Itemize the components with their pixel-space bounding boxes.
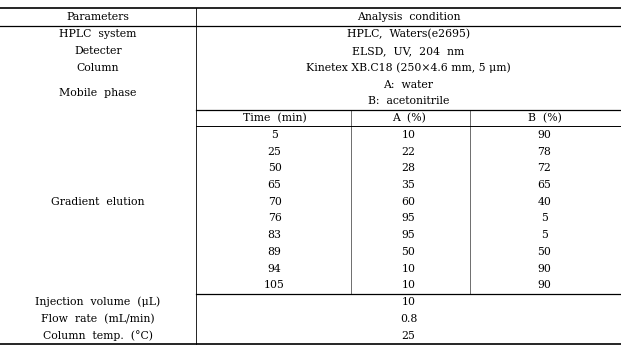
Text: 10: 10 <box>402 264 415 274</box>
Text: 70: 70 <box>268 197 281 207</box>
Text: 10: 10 <box>402 130 415 140</box>
Text: HPLC,  Waters(e2695): HPLC, Waters(e2695) <box>347 29 470 40</box>
Text: 94: 94 <box>268 264 281 274</box>
Text: 65: 65 <box>538 180 551 190</box>
Text: 40: 40 <box>538 197 551 207</box>
Text: 90: 90 <box>538 130 551 140</box>
Text: B:  acetonitrile: B: acetonitrile <box>368 96 449 106</box>
Text: Mobile  phase: Mobile phase <box>60 88 137 98</box>
Text: HPLC  system: HPLC system <box>60 29 137 39</box>
Text: ELSD,  UV,  204  nm: ELSD, UV, 204 nm <box>352 46 465 56</box>
Text: 95: 95 <box>402 230 415 240</box>
Text: Injection  volume  (μL): Injection volume (μL) <box>35 297 161 307</box>
Text: 5: 5 <box>271 130 278 140</box>
Text: Column  temp.  (°C): Column temp. (°C) <box>43 330 153 341</box>
Text: 5: 5 <box>541 230 548 240</box>
Text: 83: 83 <box>268 230 282 240</box>
Text: Kinetex XB.C18 (250×4.6 mm, 5 μm): Kinetex XB.C18 (250×4.6 mm, 5 μm) <box>306 62 511 73</box>
Text: 10: 10 <box>402 297 415 307</box>
Text: B  (%): B (%) <box>528 113 561 123</box>
Text: 28: 28 <box>402 163 415 173</box>
Text: 50: 50 <box>538 247 551 257</box>
Text: 89: 89 <box>268 247 281 257</box>
Text: Parameters: Parameters <box>66 12 129 22</box>
Text: 90: 90 <box>538 280 551 290</box>
Text: 65: 65 <box>268 180 281 190</box>
Text: 72: 72 <box>538 163 551 173</box>
Text: A  (%): A (%) <box>392 113 425 123</box>
Text: 76: 76 <box>268 213 281 224</box>
Text: Flow  rate  (mL/min): Flow rate (mL/min) <box>41 314 155 324</box>
Text: Gradient  elution: Gradient elution <box>52 197 145 207</box>
Text: Column: Column <box>77 63 119 73</box>
Text: 78: 78 <box>538 146 551 157</box>
Text: 35: 35 <box>402 180 415 190</box>
Text: 5: 5 <box>541 213 548 224</box>
Text: 10: 10 <box>402 280 415 290</box>
Text: Analysis  condition: Analysis condition <box>356 12 460 22</box>
Text: 25: 25 <box>402 331 415 340</box>
Text: Detecter: Detecter <box>74 46 122 56</box>
Text: 60: 60 <box>402 197 415 207</box>
Text: 22: 22 <box>402 146 415 157</box>
Text: Time  (min): Time (min) <box>243 113 307 123</box>
Text: 0.8: 0.8 <box>400 314 417 324</box>
Text: 50: 50 <box>268 163 281 173</box>
Text: 50: 50 <box>402 247 415 257</box>
Text: A:  water: A: water <box>384 80 433 90</box>
Text: 95: 95 <box>402 213 415 224</box>
Text: 25: 25 <box>268 146 281 157</box>
Text: 90: 90 <box>538 264 551 274</box>
Text: 105: 105 <box>264 280 285 290</box>
